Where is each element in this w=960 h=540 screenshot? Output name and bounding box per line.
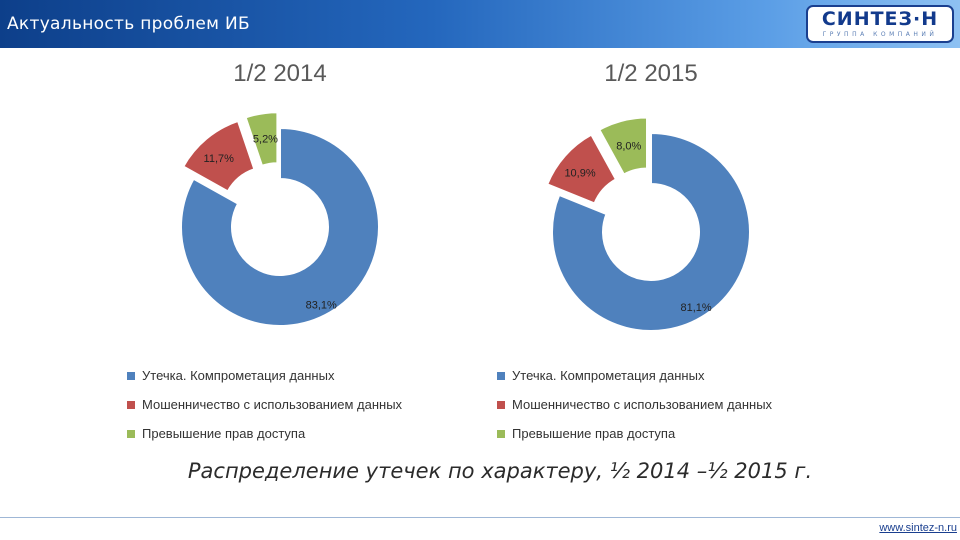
- logo-subtext: ГРУППА КОМПАНИЙ: [822, 31, 938, 38]
- legend-swatch-blue: [497, 371, 505, 380]
- legend-item-privilege: Превышение прав доступа: [127, 419, 402, 448]
- data-label-privilege: 5,2%: [253, 134, 278, 146]
- data-label-leak: 83,1%: [306, 299, 337, 311]
- legend-swatch-green: [497, 429, 505, 438]
- legend-item-leak: Утечка. Компрометация данных: [127, 361, 402, 390]
- slice-leak: [551, 131, 751, 332]
- legend-swatch-green: [127, 429, 135, 438]
- chart-title-2015: 1/2 2015: [604, 60, 698, 87]
- legend-item-fraud: Мошенничество с использованием данных: [497, 390, 772, 419]
- legend-label: Превышение прав доступа: [142, 426, 306, 441]
- website-link[interactable]: www.sintez-n.ru: [879, 522, 957, 534]
- slide-title: Актуальность проблем ИБ: [7, 14, 250, 34]
- data-label-privilege: 8,0%: [616, 140, 641, 152]
- slice-privilege: [244, 111, 279, 168]
- chart-title-2014: 1/2 2014: [233, 60, 327, 87]
- legend-label: Мошенничество с использованием данных: [512, 397, 773, 412]
- legend-item-leak: Утечка. Компрометация данных: [497, 361, 772, 390]
- legend-item-privilege: Превышение прав доступа: [497, 419, 772, 448]
- slice-fraud: [181, 119, 256, 193]
- slice-privilege: [597, 116, 649, 176]
- logo-text: СИНТЕЗ·Н: [821, 8, 939, 30]
- legend-label: Утечка. Компрометация данных: [142, 368, 335, 383]
- legend-item-fraud: Мошенничество с использованием данных: [127, 390, 402, 419]
- figure-caption: Распределение утечек по характеру, ½ 201…: [187, 459, 813, 483]
- legend-swatch-red: [127, 400, 135, 409]
- data-label-fraud: 10,9%: [564, 168, 595, 180]
- header-bar: Актуальность проблем ИБ СИНТЕЗ·Н ГРУППА …: [0, 0, 960, 48]
- legend-label: Мошенничество с использованием данных: [142, 397, 403, 412]
- donut-chart-2014: 83,1% 11,7% 5,2%: [180, 111, 380, 327]
- legend-label: Утечка. Компрометация данных: [512, 368, 705, 383]
- data-label-fraud: 11,7%: [204, 153, 235, 165]
- company-logo: СИНТЕЗ·Н ГРУППА КОМПАНИЙ: [806, 5, 954, 43]
- legend-swatch-red: [497, 400, 505, 409]
- data-label-leak: 81,1%: [681, 302, 712, 314]
- legend-2014: Утечка. Компрометация данных Мошенничест…: [127, 361, 402, 448]
- slice-fraud: [545, 133, 618, 205]
- legend-2015: Утечка. Компрометация данных Мошенничест…: [497, 361, 772, 448]
- legend-swatch-blue: [127, 371, 135, 380]
- footer-divider: [0, 517, 960, 518]
- legend-label: Превышение прав доступа: [512, 426, 676, 441]
- donut-chart-2015: 81,1% 10,9% 8,0%: [545, 116, 751, 332]
- slice-leak: [180, 126, 380, 327]
